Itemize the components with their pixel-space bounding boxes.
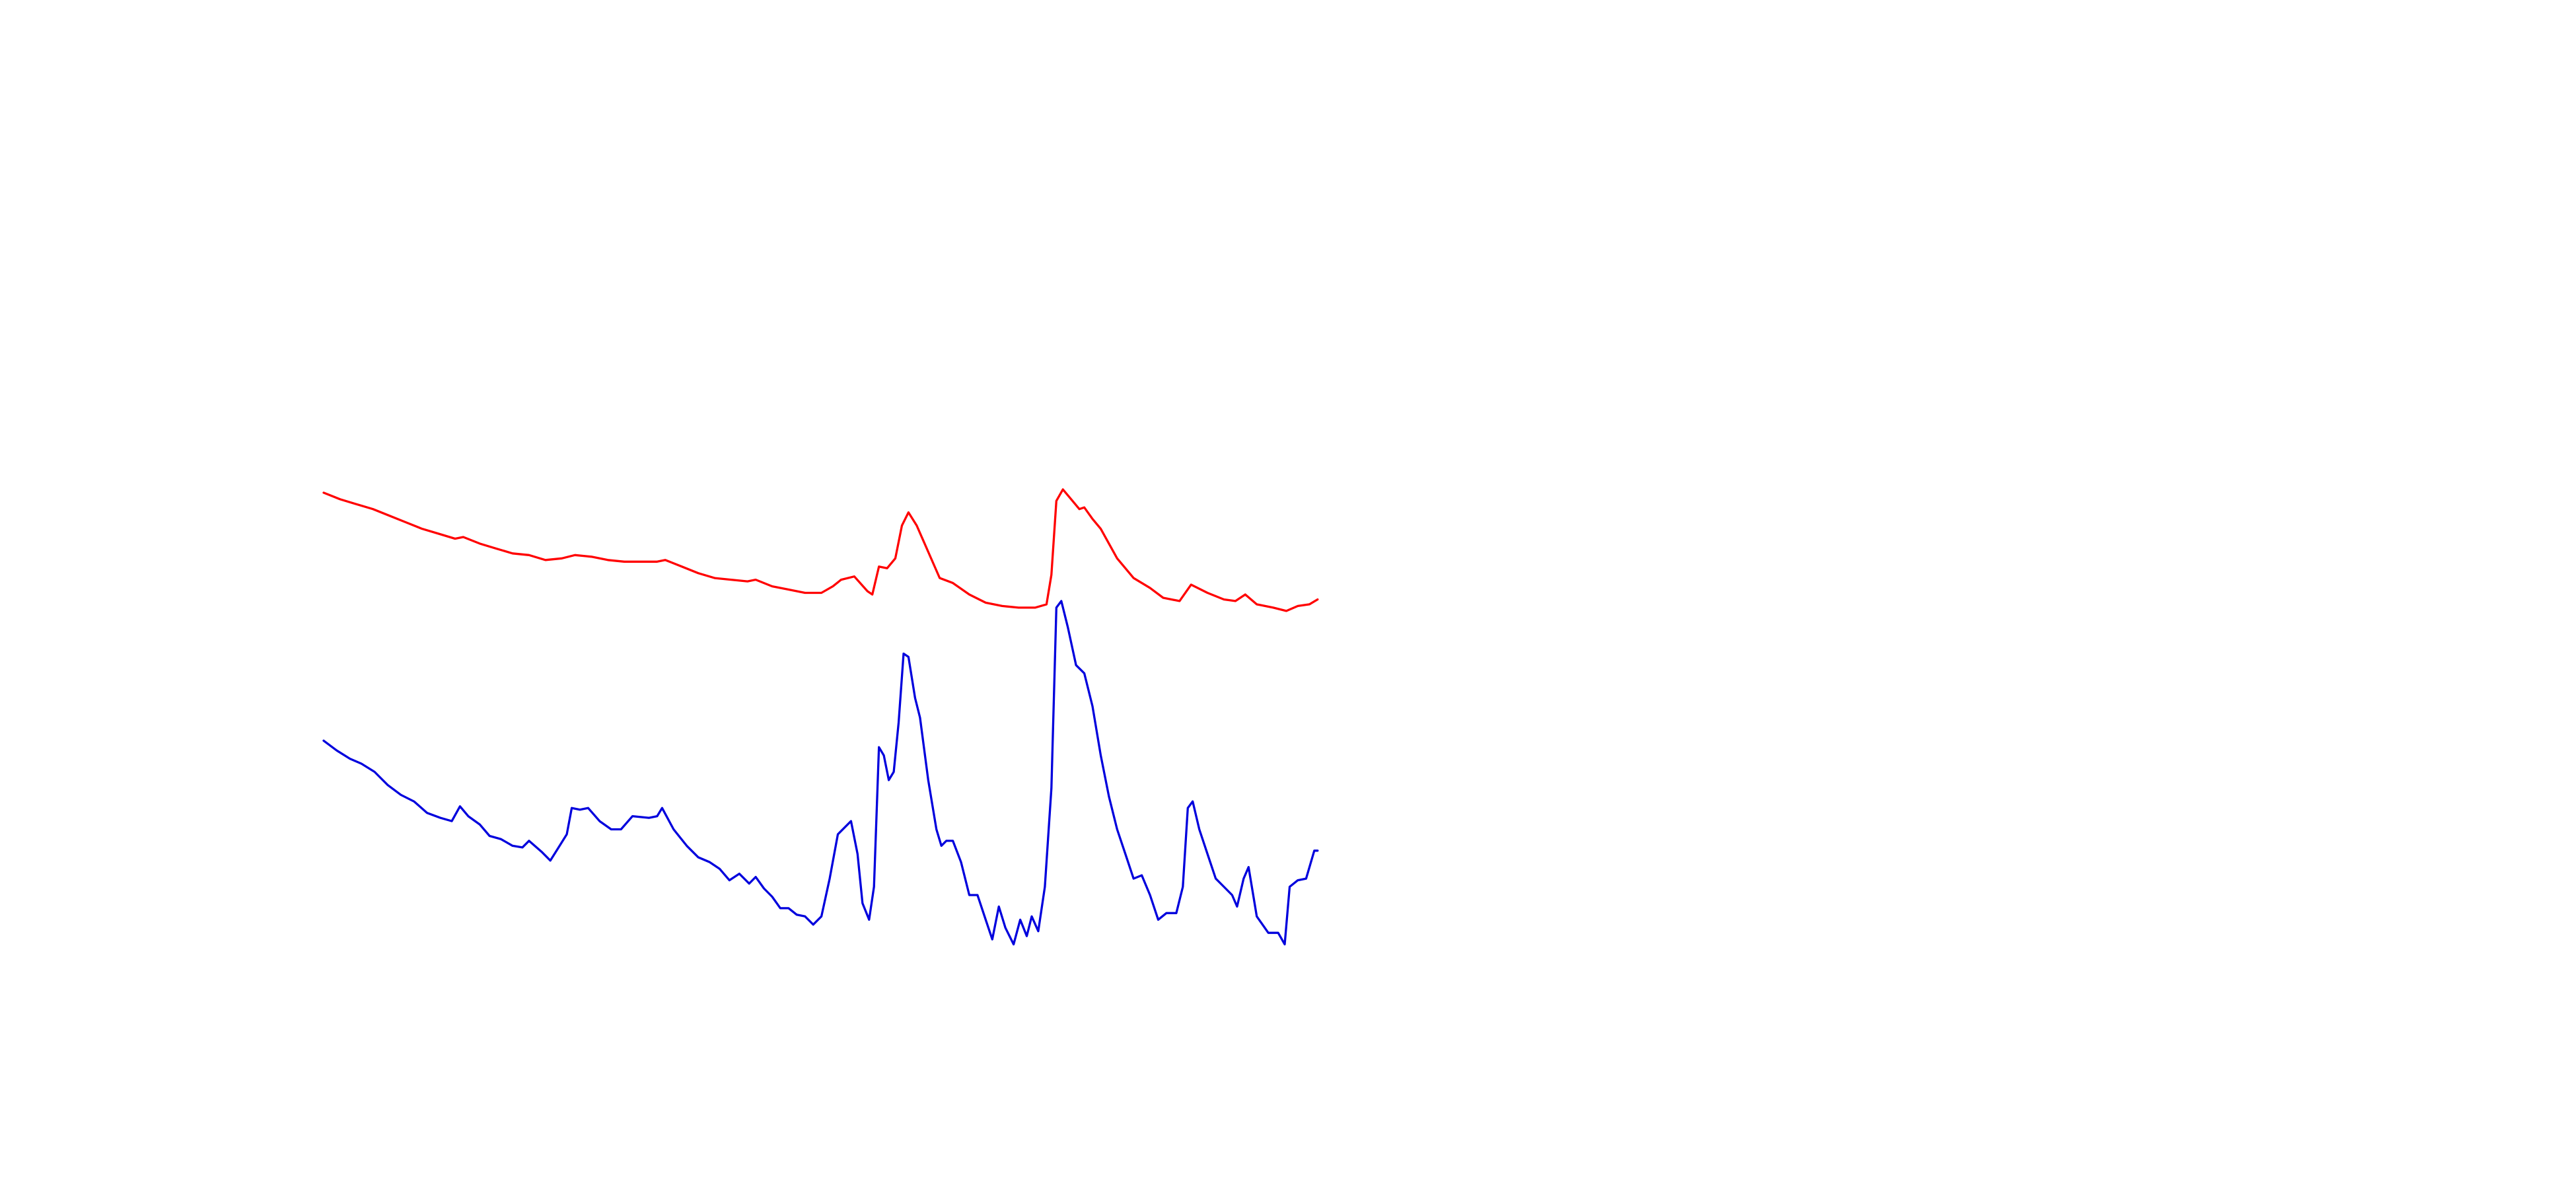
line-series — [322, 488, 1319, 612]
line-series — [322, 600, 1319, 946]
